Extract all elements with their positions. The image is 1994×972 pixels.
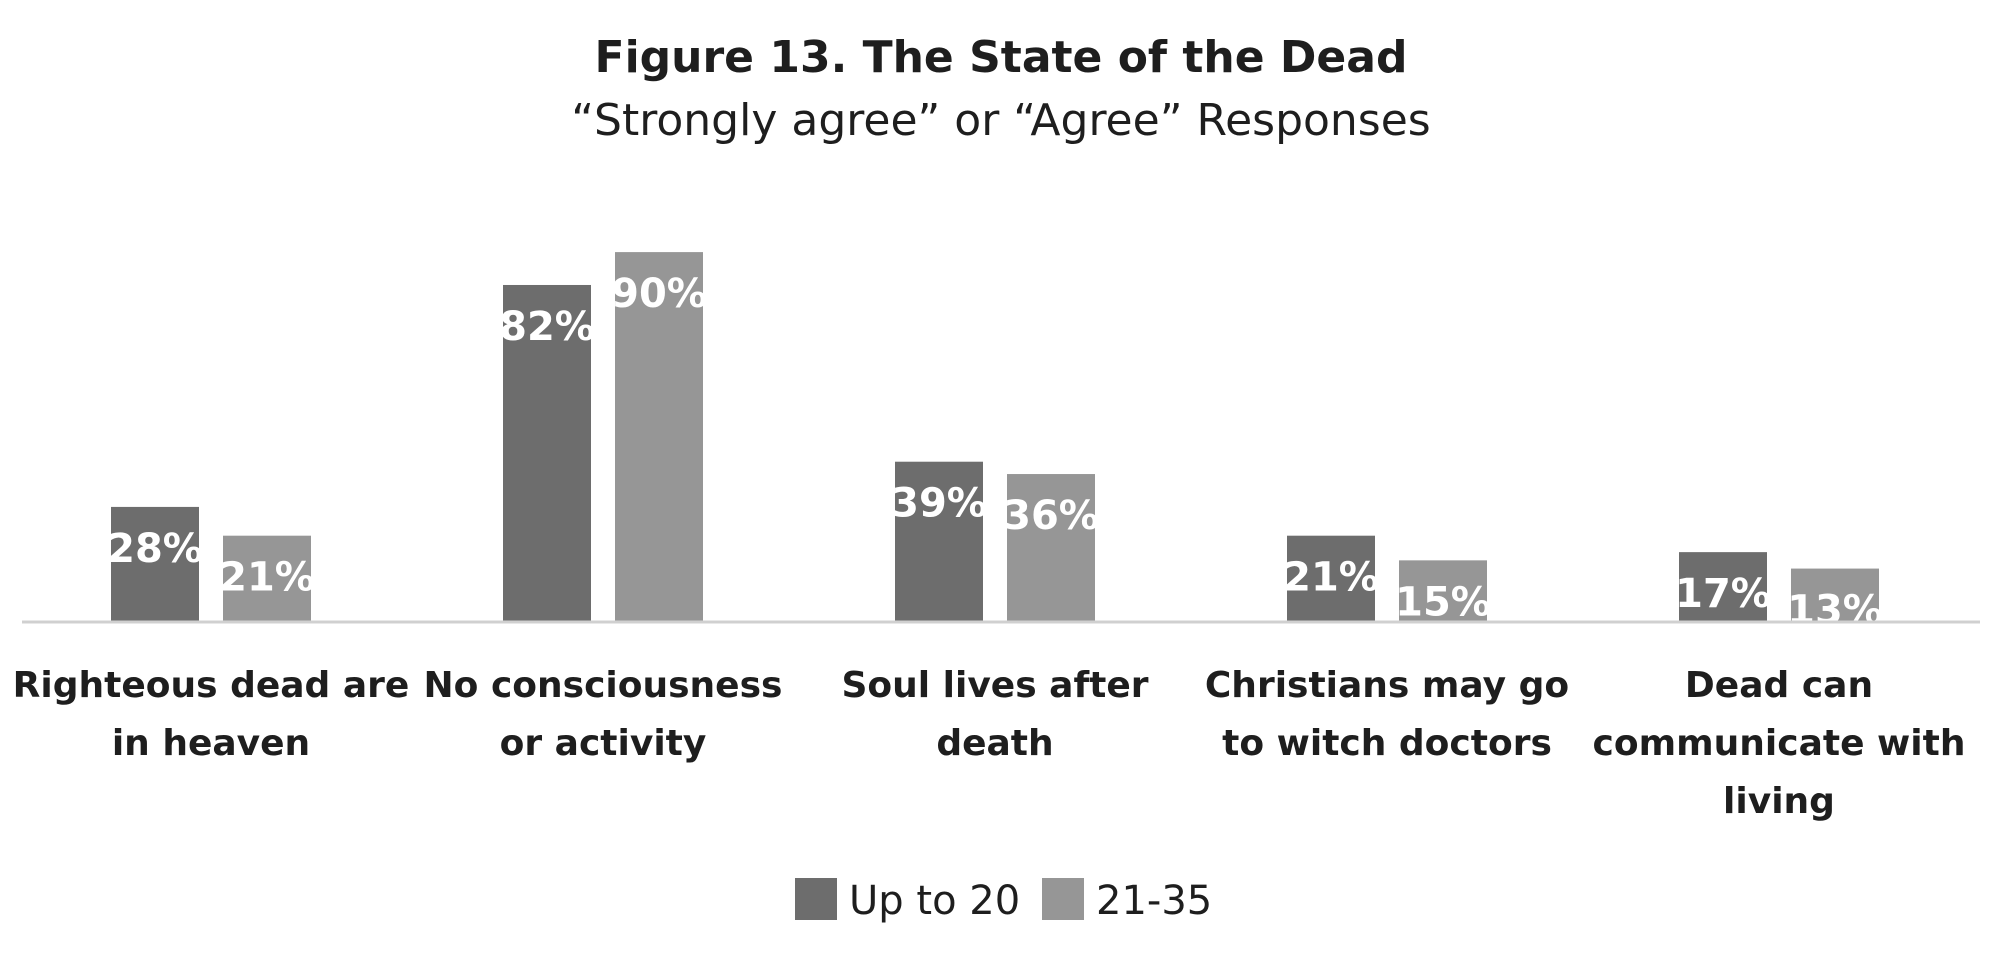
category-label-5-line-3: living [1723, 781, 1835, 822]
bar-up-to-20-2 [503, 284, 591, 622]
bar-up-to-20-3 [895, 461, 983, 622]
data-label-up-to-20-1: 28% [107, 526, 203, 572]
bar-21-35-4 [1399, 560, 1487, 622]
category-label-1-line-1: Righteous dead are [13, 665, 410, 706]
category-label-5-line-2: communicate with [1593, 723, 1966, 764]
legend-label-21-35: 21-35 [1096, 878, 1212, 924]
bar-21-35-5 [1791, 568, 1879, 622]
chart-title: Figure 13. The State of the Dead [595, 32, 1408, 83]
category-labels: Righteous dead are in heaven No consciousn… [13, 665, 1966, 822]
bar-21-35-2 [615, 252, 703, 622]
category-label-5-line-1: Dead can [1685, 665, 1873, 706]
data-label-up-to-20-5: 17% [1675, 571, 1771, 617]
data-label-up-to-20-4: 21% [1283, 555, 1379, 601]
chart-subtitle: “Strongly agree” or “Agree” Responses [571, 95, 1430, 146]
data-label-21-35-2: 90% [611, 271, 707, 317]
data-label-21-35-4: 15% [1395, 579, 1491, 625]
category-label-3-line-1: Soul lives after [841, 665, 1148, 706]
bar-21-35-3 [1007, 474, 1095, 622]
category-label-1-line-2: in heaven [112, 723, 310, 764]
legend-swatch-up-to-20 [795, 878, 837, 920]
bar-up-to-20-1 [111, 506, 199, 622]
bar-21-35-1 [223, 535, 311, 622]
data-label-21-35-3: 36% [1003, 493, 1099, 539]
data-label-21-35-5: 13% [1787, 588, 1883, 634]
data-label-21-35-1: 21% [219, 555, 315, 601]
legend-label-up-to-20: Up to 20 [849, 878, 1020, 924]
bars-layer: 28% 21% 82% 90% 39% 36% 21% 15% 17% 13% [107, 252, 1883, 634]
category-label-2-line-1: No consciousness [424, 665, 783, 706]
category-label-3-line-2: death [936, 723, 1053, 764]
bar-up-to-20-5 [1679, 552, 1767, 622]
category-label-4-line-2: to witch doctors [1222, 723, 1552, 764]
bar-up-to-20-4 [1287, 535, 1375, 622]
category-label-4-line-1: Christians may go [1205, 665, 1569, 706]
legend-swatch-21-35 [1042, 878, 1084, 920]
category-label-2-line-2: or activity [500, 723, 707, 764]
legend: Up to 20 21-35 [795, 878, 1212, 924]
data-label-up-to-20-2: 82% [499, 304, 595, 350]
data-label-up-to-20-3: 39% [891, 481, 987, 527]
